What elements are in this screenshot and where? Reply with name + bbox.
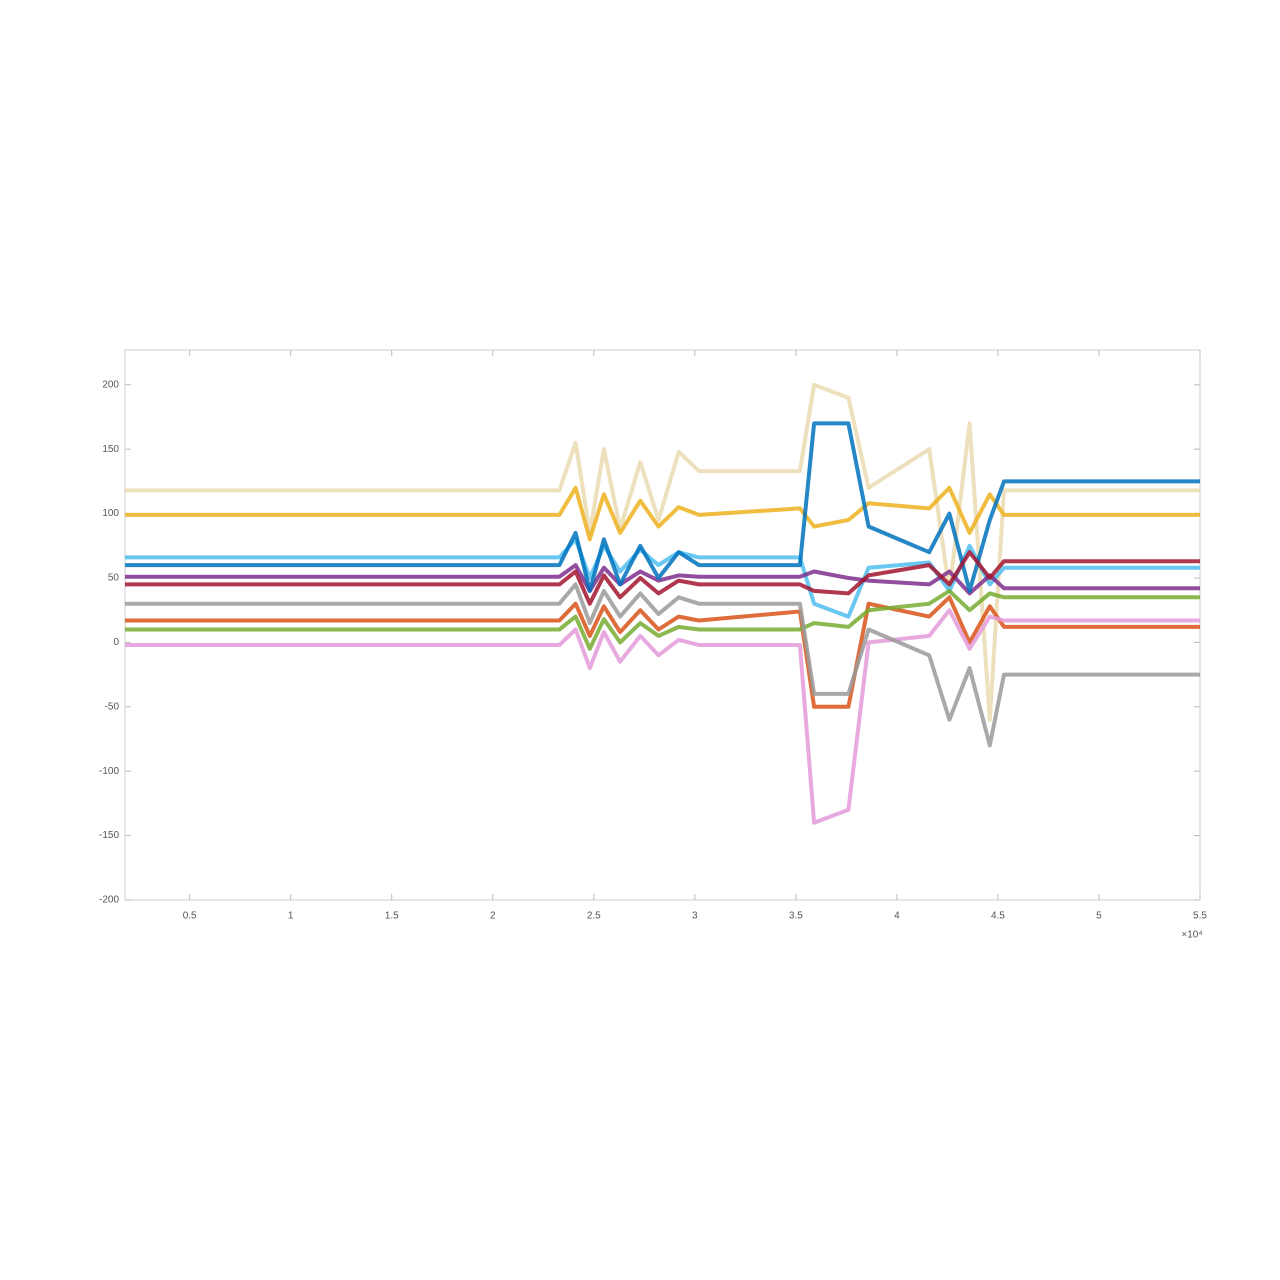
y-tick-label: 150 bbox=[102, 444, 119, 455]
x-tick-label: 4 bbox=[894, 911, 900, 922]
y-tick-label: -100 bbox=[99, 766, 119, 777]
x-tick-label: 2 bbox=[490, 911, 496, 922]
x-exponent: ×10⁴ bbox=[1181, 930, 1202, 941]
x-tick-label: 1.5 bbox=[385, 911, 399, 922]
x-tick-label: 2.5 bbox=[587, 911, 601, 922]
x-tick-label: 3 bbox=[692, 911, 698, 922]
y-tick-label: 0 bbox=[113, 637, 119, 648]
x-tick-label: 0.5 bbox=[183, 911, 197, 922]
y-tick-label: 50 bbox=[108, 573, 120, 584]
x-tick-label: 5.5 bbox=[1193, 911, 1207, 922]
series-line bbox=[125, 588, 1200, 651]
y-tick-label: -150 bbox=[99, 830, 119, 841]
series-line bbox=[125, 608, 1200, 825]
series-line bbox=[125, 582, 1200, 748]
x-tick-label: 5 bbox=[1096, 911, 1102, 922]
series-line bbox=[125, 550, 1200, 606]
x-tick-label: 1 bbox=[288, 911, 294, 922]
series-line bbox=[125, 537, 1200, 619]
series-line bbox=[125, 421, 1200, 593]
x-tick-label: 4.5 bbox=[991, 911, 1005, 922]
y-tick-label: -50 bbox=[105, 701, 120, 712]
series-line bbox=[125, 485, 1200, 542]
x-tick-label: 3.5 bbox=[789, 911, 803, 922]
y-tick-label: 200 bbox=[102, 379, 119, 390]
series-line bbox=[125, 382, 1200, 722]
series-line bbox=[125, 595, 1200, 709]
y-tick-label: 100 bbox=[102, 508, 119, 519]
y-tick-label: -200 bbox=[99, 895, 119, 906]
